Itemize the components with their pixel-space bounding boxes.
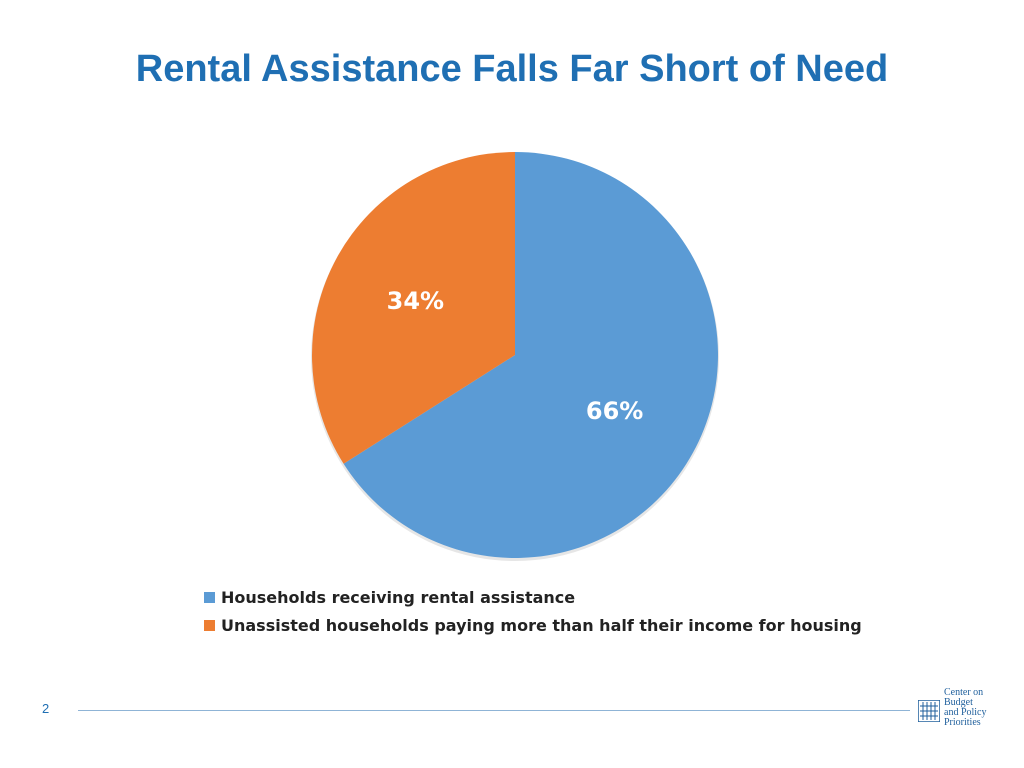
- page-number: 2: [42, 701, 50, 716]
- pie-slice-1: [343, 152, 718, 558]
- logo-line-1: Center on: [944, 687, 984, 698]
- pie-slice-2: [312, 152, 515, 464]
- legend-label-unassisted: Unassisted households paying more than h…: [221, 615, 862, 635]
- logo-line-3: and Policy: [944, 707, 987, 718]
- logo-line-2: Budget: [944, 697, 973, 708]
- legend-item-assisted: Households receiving rental assistance: [204, 583, 862, 611]
- legend-label-assisted: Households receiving rental assistance: [221, 587, 576, 607]
- legend-swatch-unassisted: [204, 619, 215, 631]
- pie-label-1: 66%: [586, 397, 643, 425]
- legend-item-unassisted: Unassisted households paying more than h…: [204, 611, 862, 639]
- legend-swatch-assisted: [204, 591, 215, 603]
- logo-grid-icon: [918, 700, 940, 722]
- chart-legend: Households receiving rental assistance U…: [204, 583, 862, 639]
- pie-label-2: 34%: [387, 287, 444, 315]
- footer-divider: [78, 710, 910, 711]
- organization-logo: Center on Budget and Policy Priorities: [918, 688, 998, 732]
- logo-line-4: Priorities: [944, 717, 981, 728]
- pie-chart: 66% 34%: [311, 152, 719, 561]
- slide-title: Rental Assistance Falls Far Short of Nee…: [135, 48, 889, 90]
